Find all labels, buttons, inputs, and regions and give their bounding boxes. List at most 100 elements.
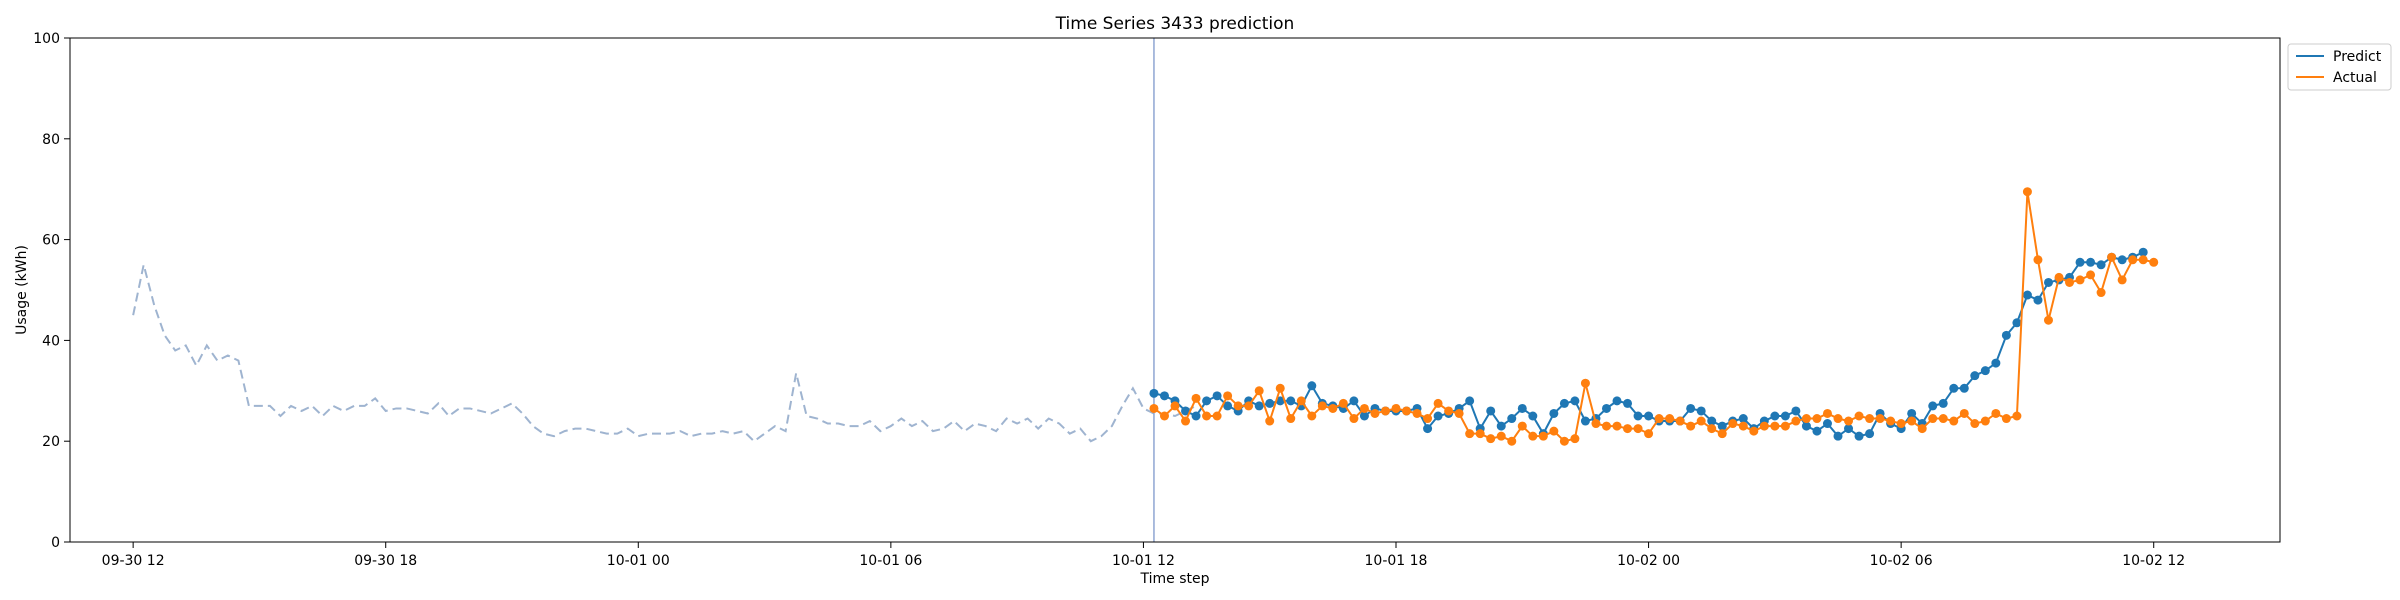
actual-point — [1528, 431, 1538, 441]
x-tick-label: 10-02 00 — [1617, 553, 1680, 569]
actual-point — [1423, 414, 1433, 424]
actual-point — [1380, 406, 1390, 416]
predict-point — [1717, 421, 1727, 431]
actual-point — [1623, 424, 1633, 434]
actual-point — [1780, 421, 1790, 431]
predict-point — [1254, 401, 1264, 411]
predict-point — [1991, 358, 2001, 368]
actual-point — [1233, 401, 1243, 411]
predict-point — [1423, 424, 1433, 434]
actual-point — [1212, 411, 1222, 421]
actual-point — [1517, 421, 1527, 431]
y-tick-label: 40 — [42, 333, 60, 349]
actual-point — [1286, 414, 1296, 424]
x-tick-label: 09-30 12 — [102, 553, 165, 569]
chart-title: Time Series 3433 prediction — [1055, 14, 1295, 34]
predict-point — [1970, 371, 1980, 381]
actual-point — [1665, 414, 1675, 424]
actual-point — [1686, 421, 1696, 431]
actual-point — [1865, 414, 1875, 424]
predict-point — [1496, 421, 1506, 431]
plot-area — [132, 38, 2159, 542]
actual-point — [2065, 277, 2075, 287]
predict-point — [1486, 406, 1496, 416]
actual-point — [1938, 414, 1948, 424]
y-axis-label: Usage (kWh) — [14, 245, 30, 335]
predict-point — [1644, 411, 1654, 421]
predict-point — [1181, 406, 1191, 416]
actual-point — [1149, 403, 1159, 413]
actual-point — [1181, 416, 1191, 426]
actual-point — [2086, 270, 2096, 280]
actual-point — [1475, 429, 1485, 439]
actual-point — [1191, 393, 1201, 403]
actual-point — [1717, 429, 1727, 439]
actual-point — [1801, 414, 1811, 424]
actual-point — [1307, 411, 1317, 421]
predict-point — [1812, 426, 1822, 436]
predict-point — [1633, 411, 1643, 421]
predict-point — [1212, 391, 1222, 401]
predict-point — [1359, 411, 1369, 421]
actual-point — [2054, 272, 2064, 282]
actual-point — [1601, 421, 1611, 431]
actual-point — [2128, 255, 2138, 265]
predict-point — [2043, 277, 2053, 287]
predict-point — [1623, 398, 1633, 408]
actual-point — [2033, 255, 2043, 265]
actual-point — [1580, 378, 1590, 388]
x-tick-label: 10-02 12 — [2122, 553, 2185, 569]
actual-point — [1812, 414, 1822, 424]
predict-point — [2138, 247, 2148, 257]
actual-point — [1486, 434, 1496, 444]
actual-point — [1570, 434, 1580, 444]
predict-point — [1286, 396, 1296, 406]
predict-point — [1949, 383, 1959, 393]
actual-point — [1317, 401, 1327, 411]
actual-point — [1644, 429, 1654, 439]
predict-point — [1191, 411, 1201, 421]
x-tick-label: 09-30 18 — [354, 553, 417, 569]
predict-point — [1696, 406, 1706, 416]
actual-point — [2107, 252, 2117, 262]
actual-point — [1433, 398, 1443, 408]
predict-point — [1528, 411, 1538, 421]
predict-point — [1928, 401, 1938, 411]
predict-point — [1707, 416, 1717, 426]
predict-point — [1549, 408, 1559, 418]
actual-point — [1844, 416, 1854, 426]
actual-point — [1917, 424, 1927, 434]
actual-point — [1170, 401, 1180, 411]
actual-point — [1402, 406, 1412, 416]
actual-point — [1275, 383, 1285, 393]
history-line — [132, 264, 1197, 443]
predict-point — [1465, 396, 1475, 406]
predict-point — [1980, 366, 1990, 376]
actual-point — [2022, 187, 2032, 197]
actual-point — [1970, 419, 1980, 429]
y-axis: 0 20 40 60 80 100 — [33, 31, 70, 551]
actual-point — [1538, 431, 1548, 441]
y-tick-label: 0 — [51, 535, 60, 551]
actual-point — [1907, 416, 1917, 426]
x-axis: 09-30 12 09-30 18 10-01 00 10-01 06 10-01 12… — [102, 542, 2185, 569]
actual-point — [1728, 419, 1738, 429]
predict-point — [1223, 401, 1233, 411]
y-tick-label: 20 — [42, 434, 60, 450]
predict-point — [1770, 411, 1780, 421]
actual-point — [2043, 315, 2053, 325]
actual-point — [1675, 416, 1685, 426]
predict-point — [1833, 431, 1843, 441]
predict-point — [2012, 318, 2022, 328]
actual-point — [1896, 419, 1906, 429]
actual-point — [2012, 411, 2022, 421]
actual-point — [1707, 424, 1717, 434]
predict-point — [2096, 260, 2106, 270]
predict-point — [1738, 414, 1748, 424]
x-tick-label: 10-01 12 — [1112, 553, 1175, 569]
predict-point — [1275, 396, 1285, 406]
actual-point — [1791, 416, 1801, 426]
actual-point — [1633, 424, 1643, 434]
x-axis-label: Time step — [1140, 571, 1210, 587]
